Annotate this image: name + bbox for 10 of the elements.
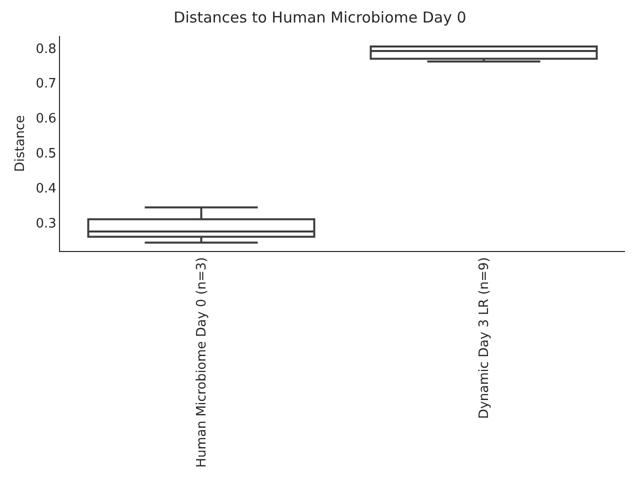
y-axis-title: Distance (13, 115, 28, 172)
y-tick-label: 0.6 (36, 112, 56, 127)
y-tick-label: 0.4 (36, 181, 56, 196)
y-tick-label: 0.3 (36, 216, 56, 232)
x-tick-label: Dynamic Day 3 LR (n=9) (476, 257, 492, 419)
chart-title: Distances to Human Microbiome Day 0 (174, 8, 466, 26)
x-tick-label: Human Microbiome Day 0 (n=3) (194, 257, 210, 468)
y-tick-label: 0.8 (36, 42, 56, 57)
y-tick-label: 0.5 (36, 146, 56, 162)
y-tick-label: 0.7 (36, 76, 56, 92)
